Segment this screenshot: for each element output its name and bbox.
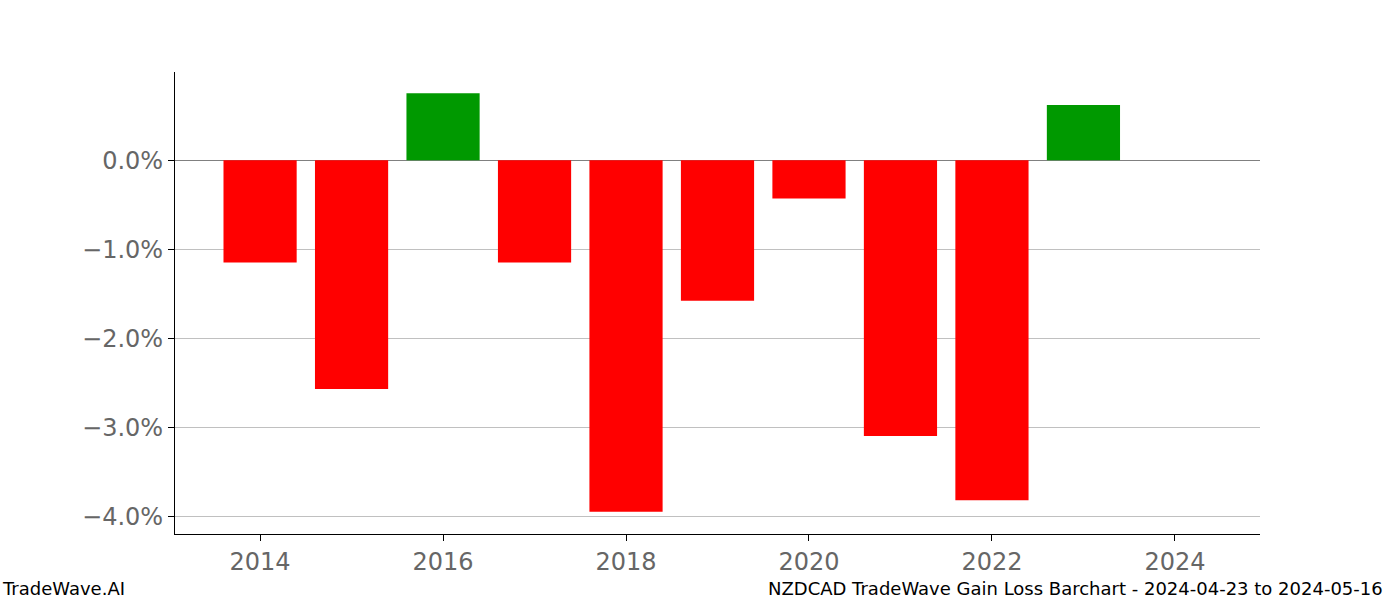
svg-text:−3.0%: −3.0%: [82, 414, 163, 442]
svg-text:2024: 2024: [1144, 548, 1205, 576]
svg-text:2016: 2016: [413, 548, 474, 576]
svg-text:−4.0%: −4.0%: [82, 503, 163, 531]
svg-text:2018: 2018: [595, 548, 656, 576]
svg-text:2020: 2020: [778, 548, 839, 576]
svg-text:−1.0%: −1.0%: [82, 236, 163, 264]
svg-text:2014: 2014: [230, 548, 291, 576]
svg-text:−2.0%: −2.0%: [82, 325, 163, 353]
svg-text:NZDCAD TradeWave Gain Loss Bar: NZDCAD TradeWave Gain Loss Barchart - 20…: [768, 578, 1383, 599]
svg-text:2022: 2022: [961, 548, 1022, 576]
svg-text:0.0%: 0.0%: [102, 147, 163, 175]
svg-text:TradeWave.AI: TradeWave.AI: [2, 578, 125, 599]
